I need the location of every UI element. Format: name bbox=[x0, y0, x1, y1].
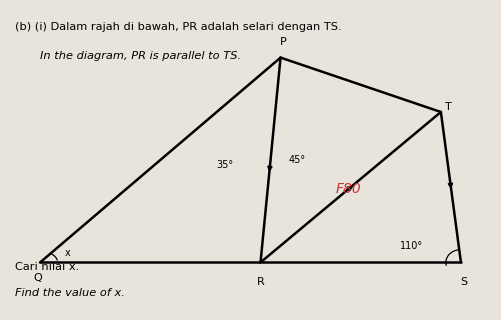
Text: 45°: 45° bbox=[288, 155, 305, 165]
Text: T: T bbox=[445, 102, 452, 112]
Text: (b) (i) Dalam rajah di bawah, PR adalah selari dengan TS.: (b) (i) Dalam rajah di bawah, PR adalah … bbox=[15, 22, 342, 32]
Text: Cari nilai x.: Cari nilai x. bbox=[15, 262, 79, 272]
Text: Q: Q bbox=[33, 273, 42, 284]
Text: F80: F80 bbox=[335, 182, 361, 196]
Text: Find the value of x.: Find the value of x. bbox=[15, 288, 125, 298]
Text: In the diagram, PR is parallel to TS.: In the diagram, PR is parallel to TS. bbox=[40, 51, 241, 61]
Text: P: P bbox=[280, 36, 287, 47]
Text: 110°: 110° bbox=[400, 241, 423, 251]
Text: R: R bbox=[257, 276, 265, 287]
Text: x: x bbox=[65, 248, 71, 258]
Text: S: S bbox=[460, 276, 467, 287]
Text: 35°: 35° bbox=[216, 160, 233, 170]
